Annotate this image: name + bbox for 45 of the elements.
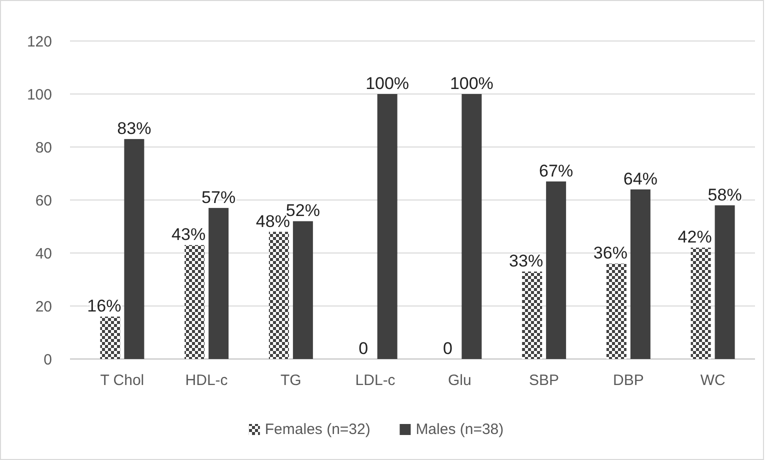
data-label: 64% — [623, 169, 658, 188]
x-tick-label: DBP — [613, 372, 644, 389]
bar — [268, 232, 289, 359]
bar — [714, 205, 735, 359]
bar — [462, 94, 482, 359]
y-tick-label: 60 — [35, 192, 52, 210]
x-tick-label: LDL-c — [355, 372, 396, 389]
data-label: 67% — [539, 161, 574, 180]
x-tick-label: SBP — [529, 372, 560, 389]
data-label: 57% — [202, 188, 236, 207]
bar — [546, 181, 566, 359]
data-label: 0 — [442, 339, 452, 358]
y-tick-label: 120 — [26, 33, 52, 50]
data-label: 0 — [358, 339, 368, 358]
data-label: 83% — [117, 119, 152, 138]
x-tick-label: TG — [280, 372, 302, 389]
data-label: 16% — [87, 296, 122, 316]
bar — [606, 264, 626, 359]
x-tick-label: WC — [700, 372, 726, 389]
x-tick-label: Glu — [448, 372, 472, 389]
y-tick-label: 80 — [35, 139, 52, 156]
data-label: 58% — [708, 185, 742, 204]
bar — [377, 94, 398, 359]
data-label: 42% — [678, 228, 712, 247]
y-tick-label: 20 — [35, 298, 52, 316]
x-tick-label: HDL-c — [185, 372, 228, 389]
bar — [630, 189, 650, 359]
bar — [292, 221, 313, 359]
data-label: 43% — [172, 225, 206, 244]
bar — [184, 245, 205, 359]
bar — [124, 139, 144, 359]
y-tick-label: 100 — [26, 86, 52, 104]
data-label: 100% — [366, 74, 410, 93]
data-label: 36% — [593, 244, 628, 263]
y-tick-label: 0 — [44, 351, 52, 368]
data-label: 100% — [450, 74, 494, 93]
bar — [208, 208, 229, 359]
legend-label: Females (n=32) — [264, 421, 370, 438]
bar — [690, 248, 711, 359]
data-label: 33% — [509, 252, 544, 271]
bar — [100, 316, 120, 359]
x-tick-label: T Chol — [100, 372, 144, 389]
y-tick-label: 40 — [35, 245, 52, 262]
legend-label: Males (n=38) — [416, 421, 504, 438]
bar — [522, 272, 542, 359]
